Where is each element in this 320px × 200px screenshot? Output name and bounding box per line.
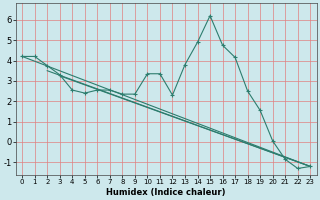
X-axis label: Humidex (Indice chaleur): Humidex (Indice chaleur) xyxy=(107,188,226,197)
